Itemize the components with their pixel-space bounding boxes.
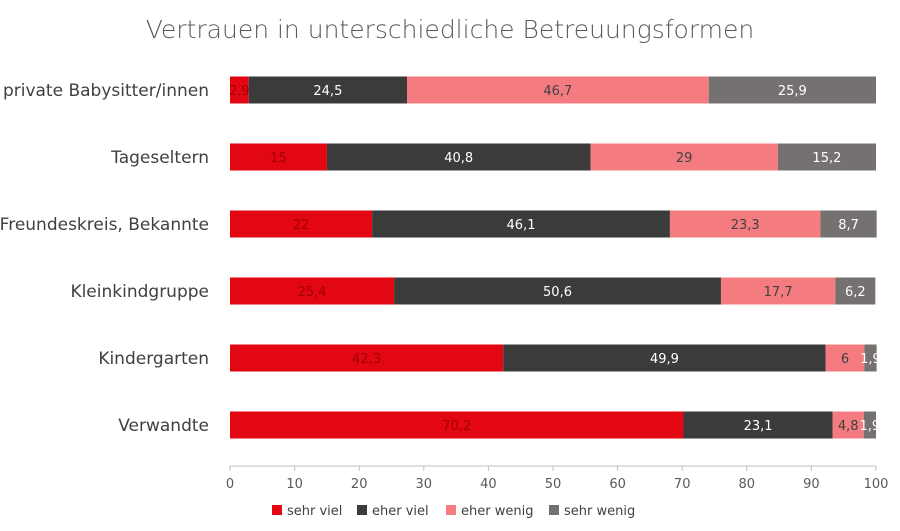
x-axis: 0 10 20 30 40 50 60 70 80 90 100 [226, 465, 889, 492]
bar-segment [832, 411, 864, 439]
bar-segment [230, 344, 504, 372]
x-tick-label: 40 [480, 477, 497, 492]
x-tick-label: 30 [416, 477, 433, 492]
data-label: 15 [270, 151, 287, 166]
data-label: 40,8 [444, 151, 473, 166]
bar-segment [230, 76, 249, 104]
bar-segment [407, 76, 709, 104]
data-label: 8,7 [838, 218, 859, 233]
data-label: 2,9 [229, 84, 250, 99]
data-label: 24,5 [313, 84, 342, 99]
legend-swatch [272, 505, 282, 515]
category-label: Kindergarten [98, 349, 209, 369]
bar-segment [669, 210, 821, 238]
data-label: 6,2 [845, 285, 866, 300]
bar-segment [590, 143, 778, 171]
data-label: 4,8 [838, 419, 859, 434]
bar-segment [394, 277, 721, 305]
category-label: Kleinkindgruppe [70, 282, 209, 302]
legend-label: eher wenig [461, 504, 533, 519]
bar-segment [230, 277, 395, 305]
bar-segment [230, 210, 373, 238]
bar-segment [683, 411, 833, 439]
category-labels: private Babysitter/innen Tageseltern Freun… [0, 81, 209, 436]
bar-segment [820, 210, 877, 238]
bar-segment [372, 210, 670, 238]
data-label: 22 [293, 218, 310, 233]
data-label: 1,9 [860, 352, 881, 367]
legend-swatch [357, 505, 367, 515]
x-tick-label: 0 [226, 477, 234, 492]
x-tick-label: 70 [674, 477, 691, 492]
category-label: Tageseltern [110, 148, 209, 168]
data-label: 17,7 [764, 285, 793, 300]
data-label: 46,7 [543, 84, 572, 99]
bar-segment [248, 76, 408, 104]
x-tick-label: 60 [609, 477, 626, 492]
data-label: 23,1 [744, 419, 773, 434]
data-label: 42,3 [352, 352, 381, 367]
bar-segment [777, 143, 876, 171]
data-label: 25,4 [298, 285, 327, 300]
data-label: 70,2 [442, 419, 471, 434]
bar-segment [825, 344, 865, 372]
category-label: private Babysitter/innen [3, 81, 209, 101]
data-label: 1,9 [860, 419, 881, 434]
data-label: 29 [676, 151, 693, 166]
bar-segment [863, 411, 876, 439]
bars-group: 2,9 24,5 46,7 25,9 15 40,8 29 15,2 22 46,1 23,3 8,7… [229, 76, 881, 439]
chart-title: Vertrauen in unterschiedliche Betreuungs… [146, 15, 754, 44]
legend-label: sehr viel [287, 504, 342, 519]
bar-segment [326, 143, 591, 171]
category-label: Freundeskreis, Bekannte [0, 215, 209, 235]
bar-segment [230, 143, 327, 171]
legend-swatch [446, 505, 456, 515]
x-tick-label: 80 [739, 477, 756, 492]
bar-segment [720, 277, 836, 305]
data-label: 15,2 [812, 151, 841, 166]
data-label: 46,1 [507, 218, 536, 233]
x-tick-label: 100 [864, 477, 889, 492]
legend-label: eher viel [372, 504, 429, 519]
bar-segment [230, 411, 684, 439]
bar-segment [864, 344, 877, 372]
legend-label: sehr wenig [564, 504, 635, 519]
x-tick-label: 10 [286, 477, 303, 492]
bar-segment [503, 344, 826, 372]
data-label: 23,3 [731, 218, 760, 233]
category-label: Verwandte [118, 416, 209, 436]
legend-swatch [549, 505, 559, 515]
x-tick-label: 50 [545, 477, 562, 492]
x-tick-label: 90 [803, 477, 820, 492]
data-label: 49,9 [650, 352, 679, 367]
x-tick-label: 20 [351, 477, 368, 492]
data-label: 25,9 [778, 84, 807, 99]
data-label: 50,6 [543, 285, 572, 300]
bar-segment [708, 76, 876, 104]
legend: sehr viel eher viel eher wenig sehr wenig [272, 504, 635, 519]
bar-segment [835, 277, 876, 305]
data-label: 6 [841, 352, 849, 367]
